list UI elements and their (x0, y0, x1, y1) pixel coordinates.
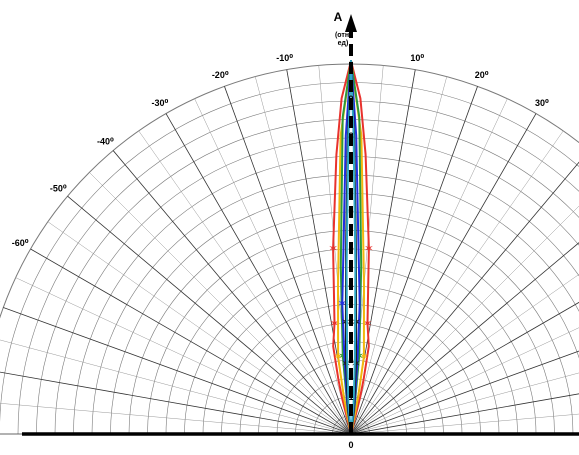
unit-label-line-2: ед) (338, 40, 349, 47)
grid-spoke (351, 99, 507, 434)
angle-tick-label: -10⁰ (276, 53, 293, 63)
angle-tick-label: 20⁰ (475, 70, 489, 80)
radial-tick-label: 5 (348, 243, 353, 253)
grid-spoke (351, 222, 579, 434)
radial-tick-label: 7 (348, 168, 353, 178)
unit-label-line-1: (отн. (335, 32, 351, 39)
angle-tick-label: -20⁰ (212, 70, 229, 80)
radial-tick-label: 2 (348, 355, 353, 365)
angle-tick-label: 10⁰ (410, 53, 424, 63)
angle-tick-label: -50⁰ (50, 184, 67, 194)
series-marker: ✶ (364, 241, 374, 255)
radial-tick-label: 9 (348, 94, 353, 104)
grid-spoke (0, 338, 351, 434)
angle-tick-label: 30⁰ (535, 98, 549, 108)
grid-spoke (351, 278, 579, 434)
grid-spoke (166, 114, 351, 434)
grid-spoke (16, 278, 351, 434)
angle-tick-label: -60⁰ (12, 238, 29, 248)
grid-ring (0, 83, 579, 435)
grid-spoke (0, 402, 351, 434)
origin-label: 0 (348, 440, 353, 450)
grid-spoke (351, 196, 579, 434)
grid-ring (92, 175, 579, 434)
radial-tick-label: 1 (348, 392, 353, 402)
grid-spoke (195, 99, 351, 434)
grid-spoke (351, 114, 536, 434)
radial-tick-label: 4 (348, 280, 353, 290)
angle-tick-label: -30⁰ (152, 98, 169, 108)
axis-label: A (334, 10, 343, 24)
grid-spoke (351, 307, 579, 434)
radial-tick-label: 3 (348, 318, 353, 328)
polar-grid (0, 64, 579, 434)
grid-spoke (351, 151, 579, 434)
angle-tick-label: -40⁰ (97, 136, 114, 146)
radial-tick-label: 8 (348, 131, 353, 141)
axis-group: A (отн. ед) 0 (22, 10, 579, 450)
grid-ring (18, 101, 579, 434)
angle-tick-label: -70⁰ (0, 298, 1, 308)
grid-spoke (351, 172, 579, 434)
axis-arrow-head (345, 14, 357, 32)
grid-ring (37, 120, 579, 434)
grid-spoke (351, 370, 579, 434)
radial-tick-label: 6 (348, 206, 353, 216)
grid-spoke (0, 370, 351, 434)
grid-spoke (351, 249, 579, 434)
series-marker: ✶ (328, 241, 338, 255)
grid-spoke (31, 249, 351, 434)
